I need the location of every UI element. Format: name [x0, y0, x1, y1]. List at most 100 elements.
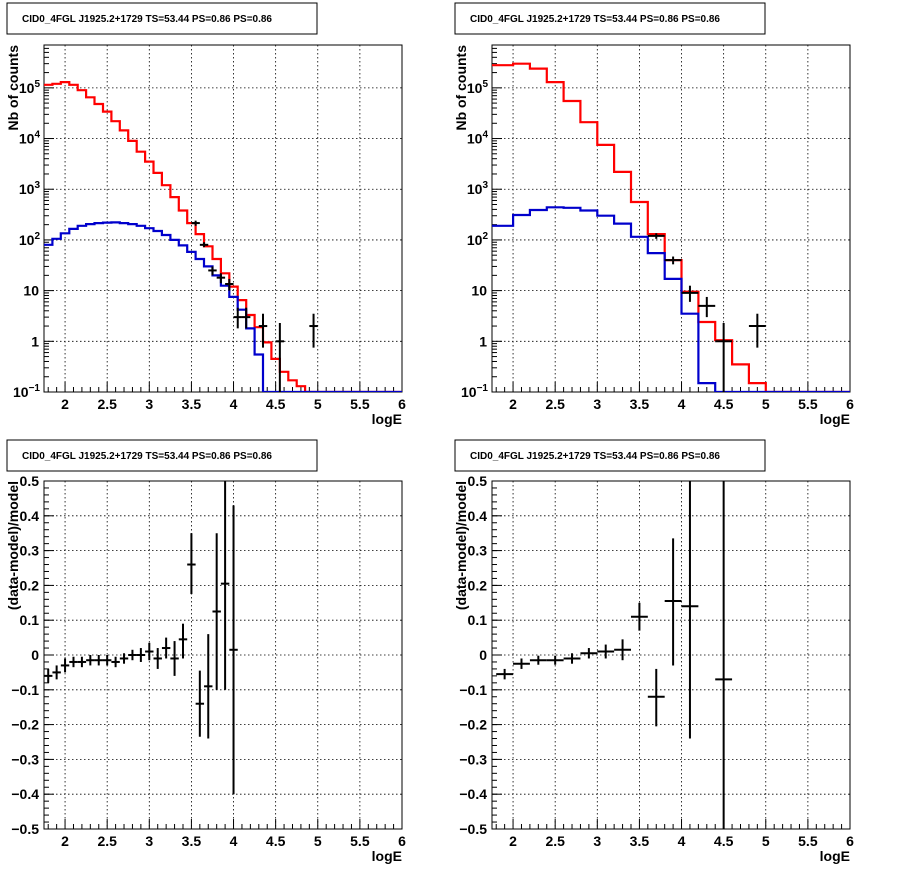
y-tick-label: 0: [479, 647, 487, 663]
title-box: [6, 439, 318, 472]
x-tick-label: 6: [846, 833, 854, 849]
data-layer: [492, 62, 850, 392]
chart-title: CID0_4FGL J1925.2+1729 TS=53.44 PS=0.86 …: [22, 14, 272, 25]
y-tick-label: −0.2: [11, 717, 39, 733]
x-tick-label: 4: [678, 396, 686, 412]
plot-area: 2 2.5 3 3.5 4 4.5 5 5.5 6 −0.5 −0.4 −0.3 −0.2 −0.1 0 0.…: [5, 473, 406, 864]
x-tick-label: 6: [398, 396, 406, 412]
x-axis-title: logE: [372, 411, 402, 427]
panel-top-left: CID0_4FGL J1925.2+1729 TS=53.44 PS=0.86 …: [5, 2, 406, 427]
x-tick-label: 5: [314, 833, 322, 849]
y-tick-label: 10−1: [461, 383, 488, 400]
histogram-line: [44, 81, 402, 392]
x-tick-label: 4: [230, 396, 238, 412]
y-tick-label: 102: [19, 231, 41, 248]
x-axis-title: logE: [372, 848, 402, 864]
y-tick-label: −0.4: [11, 786, 39, 802]
y-tick-label: 102: [467, 231, 489, 248]
y-tick-label: −0.3: [11, 751, 39, 767]
x-tick-label: 5.5: [350, 833, 370, 849]
x-tick-label: 3.5: [182, 833, 202, 849]
y-tick-label: 10: [23, 283, 39, 299]
y-tick-label: 0.1: [20, 612, 40, 628]
y-tick-label: 10: [471, 283, 487, 299]
x-tick-label: 4: [678, 833, 686, 849]
chart-title: CID0_4FGL J1925.2+1729 TS=53.44 PS=0.86 …: [470, 14, 720, 25]
y-tick-label: −0.5: [11, 821, 39, 837]
x-tick-label: 5: [762, 396, 770, 412]
y-tick-label: −0.1: [459, 682, 487, 698]
y-tick-label: −0.4: [459, 786, 487, 802]
y-tick-label: 1: [31, 333, 39, 349]
plot-area: 2 2.5 3 3.5 4 4.5 5 5.5 6 10−1 1 10 102 103 104 105 logE…: [453, 44, 854, 427]
y-tick-label: −0.3: [459, 751, 487, 767]
data-layer: [44, 81, 402, 392]
y-tick-label: 103: [467, 180, 489, 197]
y-tick-label: 0.2: [20, 577, 40, 593]
y-axis-title: Nb of counts: [453, 45, 469, 131]
x-tick-label: 2: [61, 833, 69, 849]
x-tick-label: 3: [593, 833, 601, 849]
y-tick-label: −0.2: [459, 717, 487, 733]
y-axis-title: (data-model)/model: [453, 481, 469, 610]
y-axis-title: Nb of counts: [5, 45, 21, 131]
y-tick-label: 0.3: [468, 543, 488, 559]
x-tick-label: 6: [398, 833, 406, 849]
panel-bottom-right: CID0_4FGL J1925.2+1729 TS=53.44 PS=0.86 …: [453, 439, 854, 864]
title-box: [454, 439, 766, 472]
histogram-line: [492, 206, 850, 392]
y-tick-label: 0.5: [20, 473, 40, 489]
x-tick-label: 3.5: [630, 833, 650, 849]
x-tick-label: 3: [145, 833, 153, 849]
plot-frame: [491, 44, 851, 393]
x-tick-label: 4: [230, 833, 238, 849]
y-tick-label: 105: [19, 79, 41, 96]
y-tick-label: 0.5: [468, 473, 488, 489]
y-tick-label: 0.4: [20, 508, 40, 524]
x-tick-label: 4.5: [714, 396, 734, 412]
x-tick-label: 5.5: [798, 833, 818, 849]
x-tick-label: 5: [762, 833, 770, 849]
x-tick-label: 5.5: [798, 396, 818, 412]
plot-frame: [43, 44, 403, 393]
histogram-line: [44, 221, 402, 392]
x-tick-label: 2: [509, 396, 517, 412]
x-tick-label: 2.5: [545, 833, 565, 849]
y-tick-label: 0: [31, 647, 39, 663]
plot-area: 2 2.5 3 3.5 4 4.5 5 5.5 6 10−1 1 10 102 103 104 105 logE…: [5, 44, 406, 427]
y-tick-label: 1: [479, 333, 487, 349]
x-tick-label: 3: [593, 396, 601, 412]
y-tick-label: −0.5: [459, 821, 487, 837]
y-tick-label: 103: [19, 180, 41, 197]
x-tick-label: 4.5: [714, 833, 734, 849]
x-tick-label: 4.5: [266, 396, 286, 412]
y-tick-label: 104: [19, 130, 41, 147]
data-layer: [496, 481, 733, 829]
panel-bottom-left: CID0_4FGL J1925.2+1729 TS=53.44 PS=0.86 …: [5, 439, 406, 864]
x-tick-label: 2.5: [97, 833, 117, 849]
y-tick-label: 104: [467, 130, 489, 147]
x-tick-label: 5: [314, 396, 322, 412]
y-tick-label: 0.3: [20, 543, 40, 559]
x-tick-label: 2: [61, 396, 69, 412]
title-box: [6, 2, 318, 35]
y-axis-title: (data-model)/model: [5, 481, 21, 610]
x-tick-label: 2.5: [545, 396, 565, 412]
x-tick-label: 4.5: [266, 833, 286, 849]
data-layer: [44, 481, 238, 795]
chart-title: CID0_4FGL J1925.2+1729 TS=53.44 PS=0.86 …: [470, 451, 720, 462]
panel-top-right: CID0_4FGL J1925.2+1729 TS=53.44 PS=0.86 …: [453, 2, 854, 427]
title-box: [454, 2, 766, 35]
plot-area: 2 2.5 3 3.5 4 4.5 5 5.5 6 −0.5 −0.4 −0.3 −0.2 −0.1 0 0.…: [453, 473, 854, 864]
y-tick-label: 0.4: [468, 508, 488, 524]
chart-title: CID0_4FGL J1925.2+1729 TS=53.44 PS=0.86 …: [22, 451, 272, 462]
x-tick-label: 2: [509, 833, 517, 849]
x-tick-label: 3: [145, 396, 153, 412]
x-axis-title: logE: [820, 411, 850, 427]
y-tick-label: −0.1: [11, 682, 39, 698]
y-tick-label: 0.2: [468, 577, 488, 593]
y-tick-label: 105: [467, 79, 489, 96]
x-tick-label: 3.5: [182, 396, 202, 412]
y-tick-label: 10−1: [13, 383, 40, 400]
